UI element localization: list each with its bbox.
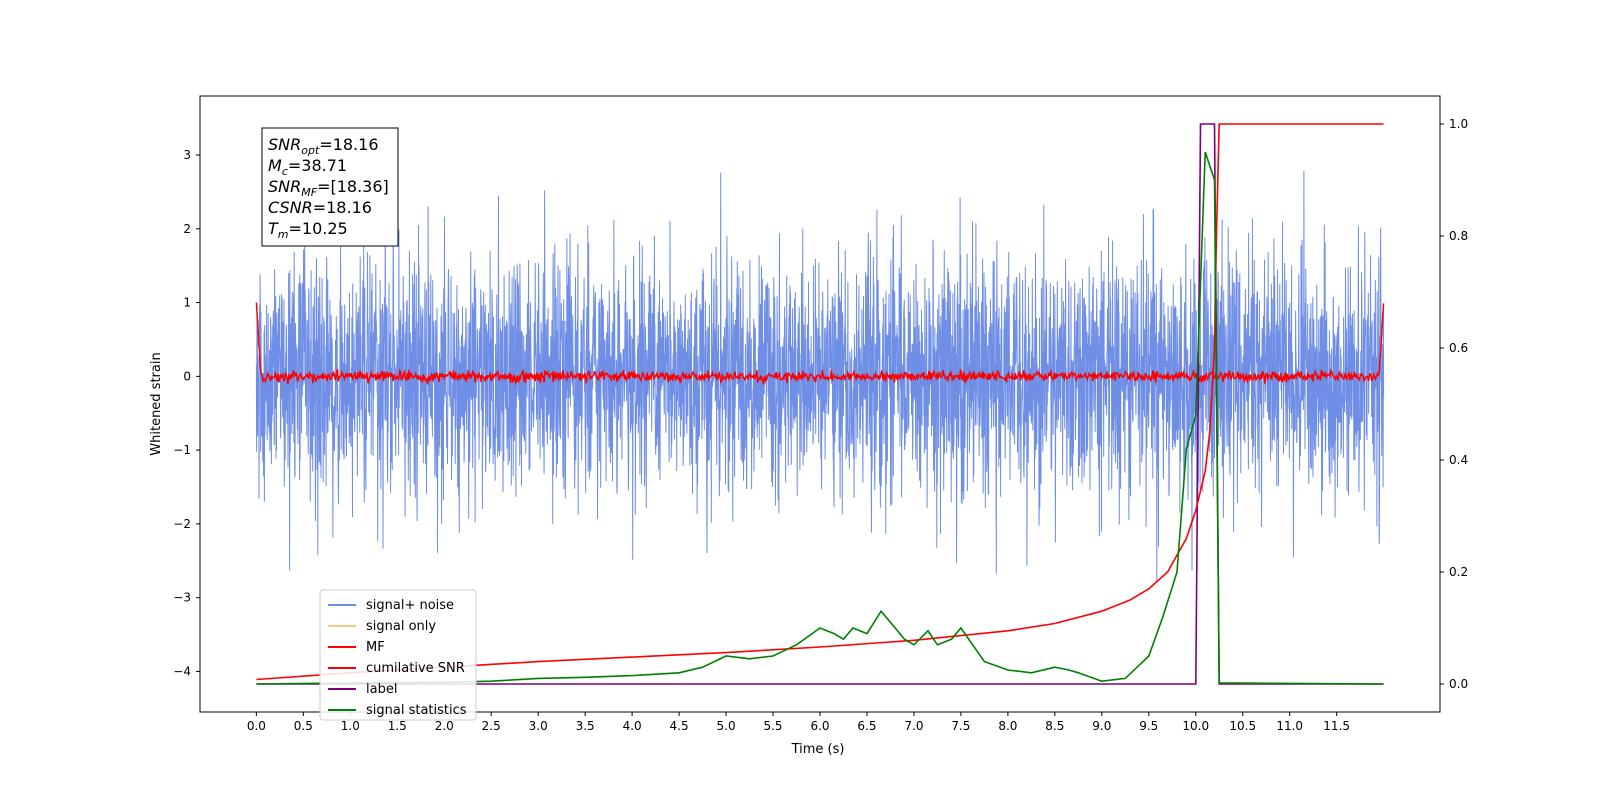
x-tick-label: 3.0 (529, 719, 548, 733)
x-tick-label: 4.5 (670, 719, 689, 733)
x-tick-label: 11.5 (1323, 719, 1350, 733)
x-tick-label: 10.5 (1229, 719, 1256, 733)
legend-label: label (366, 682, 397, 697)
x-tick-label: 2.0 (435, 719, 454, 733)
x-tick-label: 1.0 (341, 719, 360, 733)
x-tick-label: 10.0 (1182, 719, 1209, 733)
y-tick-label: 3 (183, 148, 191, 162)
y-tick-label: −2 (173, 517, 191, 531)
annotation-line: Mc=38.71 (268, 156, 347, 178)
y2-tick-label: 0.0 (1449, 677, 1468, 691)
y-tick-label: −1 (173, 443, 191, 457)
x-tick-label: 9.0 (1092, 719, 1111, 733)
x-tick-label: 8.5 (1045, 719, 1064, 733)
x-tick-label: 8.0 (998, 719, 1017, 733)
annotation-line: SNRMF=[18.36] (268, 177, 389, 199)
x-tick-label: 1.5 (388, 719, 407, 733)
x-tick-label: 0.5 (294, 719, 313, 733)
x-tick-label: 0.0 (247, 719, 266, 733)
legend-label: signal+ noise (366, 598, 454, 613)
x-tick-label: 11.0 (1276, 719, 1303, 733)
stats-annotation-box: SNRopt=18.16Mc=38.71SNRMF=[18.36]CSNR=18… (262, 128, 398, 246)
y2-axis: 0.0 0.2 0.4 0.6 0.8 1.0 (1440, 117, 1468, 691)
legend-label: signal statistics (366, 703, 467, 718)
x-tick-label: 7.0 (904, 719, 923, 733)
y-tick-label: −3 (173, 591, 191, 605)
y-axis-label: Whitened strain (149, 352, 164, 455)
legend-label: cumilative SNR (366, 661, 465, 676)
legend-label: MF (366, 640, 385, 655)
x-axis-label: Time (s) (791, 742, 845, 757)
y-axis: −4 −3 −2 −1 0 1 2 3 (173, 148, 200, 678)
x-tick-label: 6.0 (810, 719, 829, 733)
x-tick-label: 7.5 (951, 719, 970, 733)
legend-label: signal only (366, 619, 436, 634)
y-tick-label: 1 (183, 296, 191, 310)
y2-tick-label: 0.4 (1449, 453, 1468, 467)
y-tick-label: 0 (183, 369, 191, 383)
y2-tick-label: 0.6 (1449, 341, 1468, 355)
x-tick-label: 5.5 (763, 719, 782, 733)
x-tick-label: 3.5 (576, 719, 595, 733)
y2-tick-label: 1.0 (1449, 117, 1468, 131)
annotation-line: SNRopt=18.16 (268, 135, 379, 157)
y-tick-label: −4 (173, 664, 191, 678)
x-tick-label: 6.5 (857, 719, 876, 733)
annotation-line: CSNR=18.16 (268, 198, 372, 217)
y2-tick-label: 0.8 (1449, 229, 1468, 243)
legend: signal+ noise signal only MF cumilative SNR… (320, 590, 476, 720)
x-tick-label: 4.0 (623, 719, 642, 733)
y2-tick-label: 0.2 (1449, 565, 1468, 579)
x-tick-label: 9.5 (1139, 719, 1158, 733)
x-tick-label: 2.5 (482, 719, 501, 733)
x-tick-label: 5.0 (717, 719, 736, 733)
y-tick-label: 2 (183, 222, 191, 236)
